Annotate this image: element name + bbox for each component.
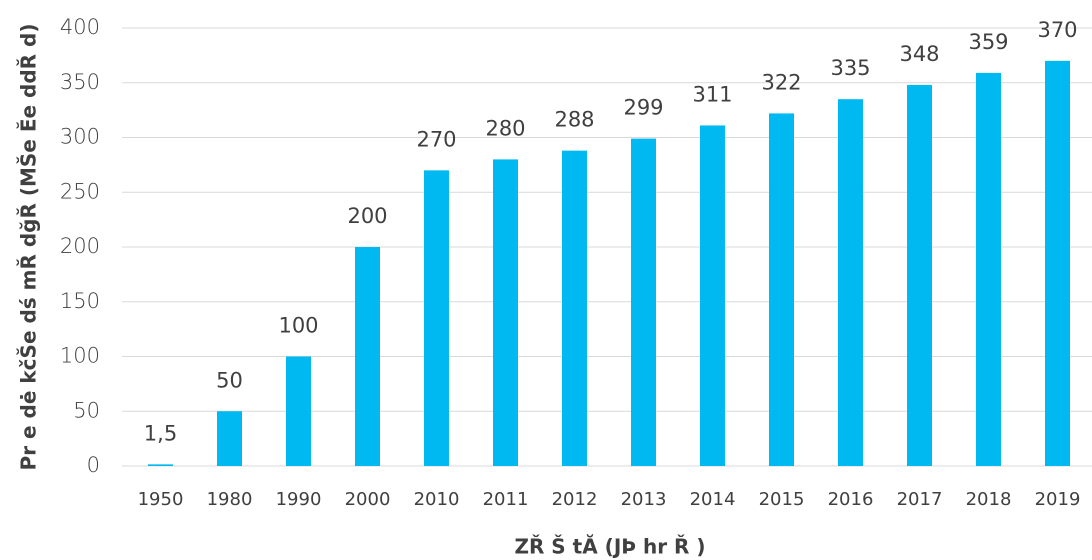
bar <box>493 159 518 466</box>
bar <box>631 138 656 466</box>
x-tick-label: 2011 <box>483 489 529 510</box>
y-tick-label: 100 <box>60 344 100 368</box>
bar <box>1045 60 1070 466</box>
data-label: 322 <box>761 70 801 94</box>
x-tick-label: 2016 <box>828 489 874 510</box>
data-label: 280 <box>485 116 525 140</box>
x-tick-label: 1980 <box>207 489 253 510</box>
x-tick-label: 2017 <box>897 489 943 510</box>
data-label: 311 <box>692 82 732 106</box>
data-label: 299 <box>623 96 663 120</box>
bar <box>286 356 311 466</box>
bar <box>976 72 1001 467</box>
bar <box>700 125 725 466</box>
data-label: 359 <box>968 30 1008 54</box>
y-tick-label: 0 <box>87 453 100 477</box>
y-tick-label: 150 <box>60 289 100 313</box>
x-tick-label: 2018 <box>966 489 1012 510</box>
bar <box>769 113 794 466</box>
x-axis-title: ZŘ Š tĂ (JÞ hr Ř ) <box>514 535 705 559</box>
x-tick-label: 1950 <box>138 489 184 510</box>
data-label: 270 <box>416 127 456 151</box>
data-label: 200 <box>347 204 387 228</box>
y-axis-title: Pr e dė kčŠe dś mŘ dğŘ (MŠe Ĕe ddŘ d) <box>17 24 41 471</box>
bar <box>355 247 380 466</box>
x-tick-label: 2014 <box>690 489 736 510</box>
bar <box>424 170 449 466</box>
bar <box>907 84 932 466</box>
x-tick-label: 2019 <box>1035 489 1081 510</box>
bar <box>838 99 863 467</box>
data-label: 288 <box>554 108 594 132</box>
x-tick-label: 2010 <box>414 489 460 510</box>
x-tick-label: 2013 <box>621 489 667 510</box>
y-tick-label: 400 <box>60 15 100 39</box>
bar <box>217 411 242 466</box>
x-tick-label: 1990 <box>276 489 322 510</box>
x-tick-label: 2015 <box>759 489 805 510</box>
bar <box>562 150 587 466</box>
y-tick-label: 200 <box>60 234 100 258</box>
bar <box>148 464 173 466</box>
data-label: 348 <box>899 42 939 66</box>
x-tick-label: 2000 <box>345 489 391 510</box>
data-label: 1,5 <box>144 421 177 445</box>
x-tick-label: 2012 <box>552 489 598 510</box>
y-tick-label: 300 <box>60 125 100 149</box>
data-label: 100 <box>278 314 318 338</box>
y-tick-label: 50 <box>73 398 100 422</box>
data-label: 50 <box>216 368 243 392</box>
data-label: 335 <box>830 56 870 80</box>
data-label: 370 <box>1037 18 1077 42</box>
y-tick-label: 250 <box>60 179 100 203</box>
y-tick-label: 350 <box>60 70 100 94</box>
